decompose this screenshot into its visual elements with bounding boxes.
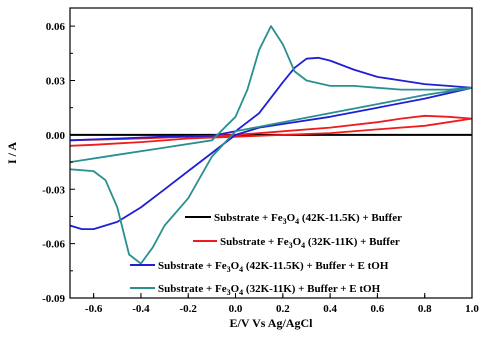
series-group	[70, 25, 472, 265]
plot-area	[69, 7, 473, 299]
x-axis: -0.6 -0.4 -0.2 0.0 0.2 0.4 0.6 0.8 1.0	[85, 293, 479, 315]
x-tick-label: -0.4	[132, 303, 150, 315]
legend-label: Substrate + Fe3O4 (42K-11.5K) + Buffer	[214, 212, 402, 226]
y-tick-label: 0.00	[46, 130, 66, 142]
legend-item-2: Substrate + Fe3O4 (32K-11K) + Buffer	[193, 236, 400, 250]
legend: Substrate + Fe3O4 (42K-11.5K) + Buffer Su…	[130, 212, 402, 297]
y-axis-label: I / A	[5, 142, 19, 164]
legend-label: Substrate + Fe3O4 (32K-11K) + Buffer + E…	[158, 283, 381, 297]
x-tick-label: 0.2	[276, 303, 290, 315]
legend-label: Substrate + Fe3O4 (42K-11.5K) + Buffer +…	[158, 260, 389, 274]
x-tick-label: -0.6	[85, 303, 103, 315]
series-line-2	[70, 114, 472, 147]
x-tick-label: 0.4	[323, 303, 337, 315]
x-tick-label: 0.8	[418, 303, 432, 315]
y-tick-label: -0.06	[42, 239, 65, 251]
x-tick-label: -0.2	[180, 303, 198, 315]
y-tick-label: -0.09	[42, 293, 65, 305]
x-tick-label: 1.0	[465, 303, 479, 315]
x-tick-label: 0.6	[371, 303, 385, 315]
y-tick-label: -0.03	[42, 184, 65, 196]
x-axis-label: E/V Vs Ag/AgCl	[230, 316, 314, 330]
x-tick-label: 0.0	[229, 303, 243, 315]
plot-frame	[69, 7, 473, 299]
legend-item-4: Substrate + Fe3O4 (32K-11K) + Buffer + E…	[130, 283, 381, 297]
legend-item-3: Substrate + Fe3O4 (42K-11.5K) + Buffer +…	[130, 260, 389, 274]
y-tick-label: 0.06	[46, 21, 66, 33]
series-line-4	[70, 25, 472, 265]
legend-label: Substrate + Fe3O4 (32K-11K) + Buffer	[220, 236, 400, 250]
legend-item-1: Substrate + Fe3O4 (42K-11.5K) + Buffer	[185, 212, 402, 226]
series-line-3	[70, 56, 472, 230]
y-tick-label: 0.03	[46, 76, 66, 88]
y-axis: 0.06 0.03 0.00 -0.03 -0.06 -0.09	[42, 21, 75, 305]
